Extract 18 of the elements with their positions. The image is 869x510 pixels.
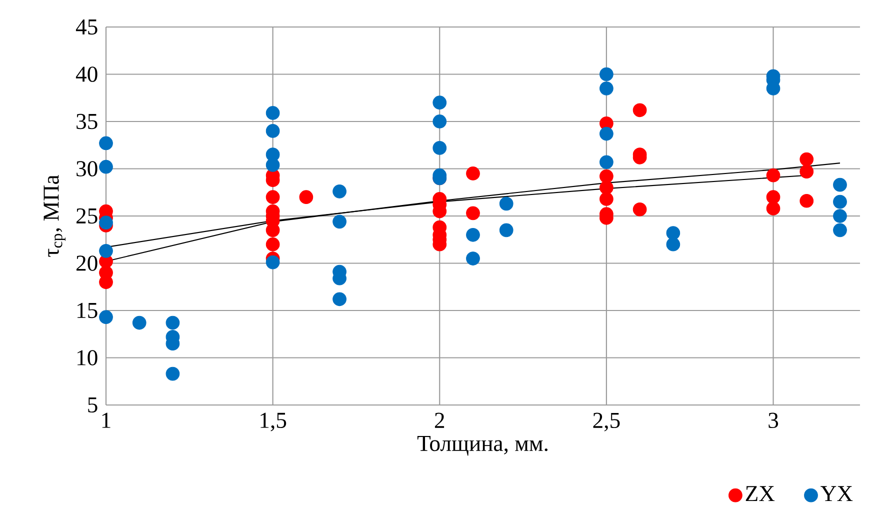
x-tick-label: 2 xyxy=(434,412,444,428)
y-tick-label: 20 xyxy=(76,256,98,272)
x-tick-label: 2,5 xyxy=(593,412,620,432)
y-tick-label: 40 xyxy=(76,66,98,82)
x-axis-title: Толщина, мм. xyxy=(417,436,548,456)
x-tick-label: 3 xyxy=(768,412,778,428)
y-tick-label: 5 xyxy=(88,398,98,413)
y-axis-title: τ$_{ср}$, МПа xyxy=(44,175,66,257)
y-tick-label: 35 xyxy=(76,114,98,130)
y-tick-label: 25 xyxy=(76,208,98,224)
y-tick-label: 45 xyxy=(76,20,98,35)
x-tick-label: 1 xyxy=(102,412,110,428)
x-tick-label: 1,5 xyxy=(260,412,286,432)
y-tick-label: 30 xyxy=(76,161,98,177)
y-tick-label: 10 xyxy=(78,350,98,366)
legend-label: YX xyxy=(820,486,853,502)
y-tick-label: 15 xyxy=(78,303,98,318)
legend-label: ZX xyxy=(746,486,775,502)
